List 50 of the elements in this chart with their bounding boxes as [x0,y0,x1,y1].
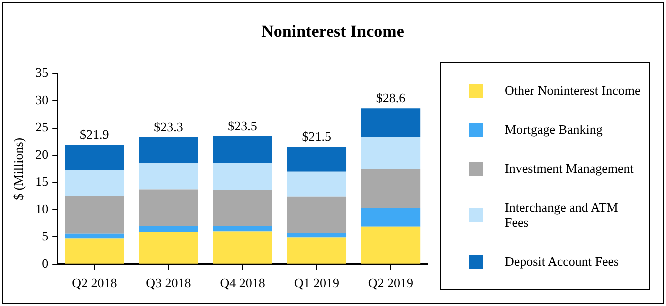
bar [213,163,272,190]
y-axis-title: $ (Millions) [11,138,26,200]
bar [287,238,347,264]
bar [65,234,124,239]
bar [213,190,272,226]
x-tick-label: Q4 2018 [220,276,266,291]
bar [361,169,421,208]
total-label: $23.5 [228,118,258,134]
bar [139,138,198,164]
bar [287,196,347,234]
bar [361,136,421,170]
bar [287,172,347,197]
bar [65,238,124,264]
bar [139,164,198,190]
total-label: $28.6 [376,90,406,106]
bar [139,190,198,226]
bar [361,208,421,227]
y-tick-label: 10 [36,201,49,216]
bar [361,226,421,264]
bar [361,108,421,137]
y-tick-label: 20 [36,146,49,162]
y-tick-label: 15 [36,174,49,190]
bar [213,232,272,264]
bar [65,196,124,234]
legend-label: Deposit Account Fees [505,254,620,269]
bar [213,136,272,164]
y-tick-label: 30 [36,92,49,108]
bar [287,147,347,172]
y-tick-label: 35 [36,65,49,80]
total-label: $21.5 [302,129,332,144]
total-label: $21.9 [80,127,110,142]
bar [139,226,198,232]
legend-label: Mortgage Banking [505,122,603,137]
bar [213,226,272,232]
y-tick-label: 25 [36,120,49,135]
bar [287,233,347,238]
y-tick-label: 5 [42,228,49,244]
x-tick-label: Q3 2018 [146,276,192,291]
x-tick-label: Q1 2019 [294,276,340,291]
x-tick-label: Q2 2019 [368,276,414,291]
legend-label: Other Noninterest Income [505,83,641,98]
bar [139,232,198,264]
legend-label: Interchange and ATM Fees [505,200,620,230]
legend-label: Investment Management [505,161,634,176]
bar [65,170,124,196]
chart-title: Noninterest Income [260,22,406,42]
total-label: $23.3 [154,119,184,134]
y-tick-label: 0 [42,256,49,271]
bar [65,145,124,170]
x-tick-label: Q2 2018 [72,276,118,291]
